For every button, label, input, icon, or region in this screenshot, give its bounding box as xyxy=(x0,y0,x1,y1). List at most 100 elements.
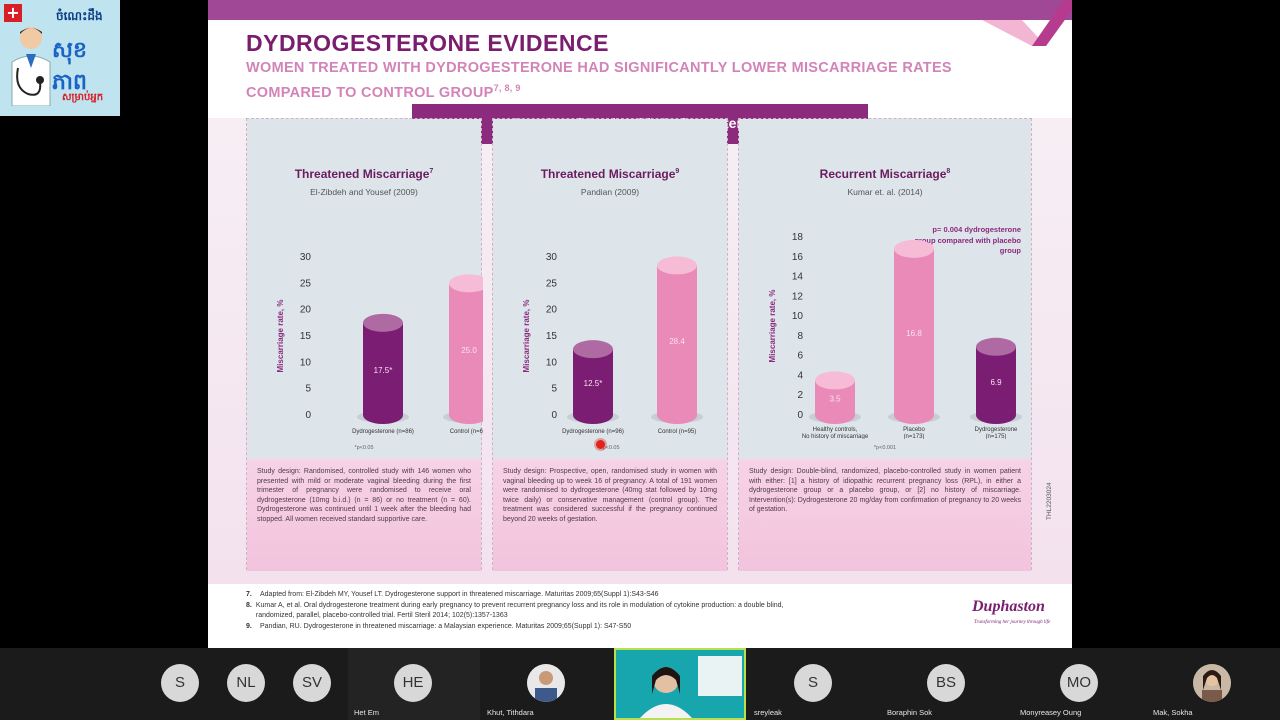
slide-subtitle: WOMEN TREATED WITH DYDROGESTERONE HAD SI… xyxy=(246,60,952,101)
x-category-label: Dydrogesterone (n=86) xyxy=(352,429,414,435)
logo-text-1: ចំណេះដឹង xyxy=(56,9,103,23)
bar-chart: 18 16 14 12 10 8 6 4 2 0 Miscarriage rate, % 3.5 Hea… xyxy=(768,232,1022,439)
study-design-text: Study design: Double-blind, randomized, … xyxy=(739,459,1031,571)
avatar: HE xyxy=(394,664,432,702)
bar xyxy=(449,283,483,424)
bar-value-label: 28.4 xyxy=(669,337,685,346)
brand-tagline: Transforming her journey through life xyxy=(974,620,1051,625)
avatar: NL xyxy=(227,664,265,702)
x-category-label: Control (n=95) xyxy=(658,429,697,435)
y-tick-label: 25 xyxy=(300,278,312,289)
y-tick-label: 2 xyxy=(797,390,803,401)
subtitle-refs: 7, 8, 9 xyxy=(493,83,521,93)
avatar: SV xyxy=(293,664,331,702)
bar-value-label: 12.5* xyxy=(584,379,603,388)
bar xyxy=(976,346,1016,424)
x-category-label: Control (n=60) xyxy=(450,429,483,435)
bar-top xyxy=(363,313,403,332)
bar-chart: 30 25 20 15 10 5 0 Miscarriage rate, % 17.5* Dydr… xyxy=(276,252,483,435)
x-category-label: (n=175) xyxy=(986,434,1007,439)
p-value-footnote: *p<0.05 xyxy=(600,445,620,451)
avatar-photo xyxy=(527,664,565,702)
participant-tile[interactable]: HE Het Em xyxy=(348,648,480,720)
references: 7. Adapted from: El-Zibdeh MY, Yousef LT.… xyxy=(246,590,806,632)
study-column-2: Threatened Miscarriage9 Pandian (2009) 3… xyxy=(492,118,728,571)
x-category-label: Healthy controls, xyxy=(813,427,858,433)
y-tick-label: 15 xyxy=(300,331,312,342)
participant-tile[interactable]: MO Monyreasey Oung xyxy=(1014,648,1146,720)
participant-tile[interactable]: NL xyxy=(214,648,280,720)
y-tick-label: 10 xyxy=(792,311,804,322)
y-tick-label: 15 xyxy=(546,331,558,342)
y-tick-label: 25 xyxy=(546,278,558,289)
y-tick-label: 4 xyxy=(797,370,803,381)
participant-tile[interactable]: BS Boraphin Sok xyxy=(881,648,1013,720)
laser-pointer-icon xyxy=(596,440,605,449)
y-tick-label: 8 xyxy=(797,331,803,342)
y-tick-label: 18 xyxy=(792,232,804,243)
chart-author: Kumar et. al. (2014) xyxy=(847,187,923,197)
y-tick-label: 5 xyxy=(551,384,557,395)
y-axis-label: Miscarriage rate, % xyxy=(276,300,285,373)
participant-tile[interactable]: Mak, Sokha xyxy=(1147,648,1280,720)
chart-title: Recurrent Miscarriage8 xyxy=(819,167,951,181)
logo-text-2: សុខភាព xyxy=(52,38,87,95)
channel-logo: + ចំណេះដឹង សុខភាព សម្រាប់អ្នក xyxy=(0,0,120,116)
corner-decoration xyxy=(952,0,1072,46)
y-tick-label: 20 xyxy=(546,305,558,316)
bar-top xyxy=(449,274,483,293)
avatar: BS xyxy=(927,664,965,702)
logo-text-3: សម្រាប់អ្នក xyxy=(62,92,104,103)
bar-value-label: 3.5 xyxy=(829,395,841,404)
chart-author: Pandian (2009) xyxy=(580,187,640,197)
y-tick-label: 16 xyxy=(792,252,804,263)
avatar: MO xyxy=(1060,664,1098,702)
y-tick-label: 14 xyxy=(792,272,804,283)
doctor-icon xyxy=(11,27,51,106)
participant-name: Mak, Sokha xyxy=(1153,708,1193,717)
avatar-photo xyxy=(1193,664,1231,702)
chart-author: El-Zibdeh and Yousef (2009) xyxy=(310,187,418,197)
x-category-label: Dydrogesterone xyxy=(975,427,1018,433)
y-tick-label: 30 xyxy=(546,252,558,263)
y-axis-label: Miscarriage rate, % xyxy=(768,290,777,363)
study-design-text: Study design: Randomised, controlled stu… xyxy=(247,459,481,571)
avatar: S xyxy=(161,664,199,702)
bar xyxy=(657,265,697,424)
participant-tile[interactable]: S sreyleak xyxy=(748,648,880,720)
bar-value-label: 25.0 xyxy=(461,346,477,355)
p-value-note: p= 0.004 dydrogesterone group compared w… xyxy=(914,225,1021,255)
participant-tile[interactable]: Khut, Tithdara xyxy=(481,648,613,720)
y-tick-label: 10 xyxy=(300,357,312,368)
chart-title: Threatened Miscarriage9 xyxy=(540,167,680,181)
slide-top-bar xyxy=(208,0,1072,20)
participant-name: Khut, Tithdara xyxy=(487,708,534,717)
participant-tile[interactable]: SV xyxy=(280,648,346,720)
presentation-slide: DYDROGESTERONE EVIDENCE WOMEN TREATED WI… xyxy=(208,0,1072,648)
bar-top xyxy=(573,340,613,359)
bar-value-label: 17.5* xyxy=(374,366,393,375)
y-tick-label: 20 xyxy=(300,305,312,316)
study-column-3: Recurrent Miscarriage8 Kumar et. al. (20… xyxy=(738,118,1032,571)
bar xyxy=(363,322,403,424)
y-tick-label: 5 xyxy=(305,384,311,395)
bar-top xyxy=(657,256,697,275)
p-value-footnote: *p<0.001 xyxy=(873,445,897,451)
avatar: S xyxy=(794,664,832,702)
bar-top xyxy=(976,337,1016,356)
bar xyxy=(894,248,934,424)
medical-cross-icon: + xyxy=(4,4,22,22)
reference-item: 9. Pandian, RU. Dydrogesterone in threate… xyxy=(246,622,632,630)
participant-name: Monyreasey Oung xyxy=(1020,708,1082,717)
bar xyxy=(815,380,855,424)
y-tick-label: 10 xyxy=(546,357,558,368)
y-tick-label: 0 xyxy=(797,410,803,421)
x-category-label: No history of miscarriage xyxy=(802,434,869,439)
p-value-footnote: *p<0.05 xyxy=(354,445,374,451)
bar-value-label: 16.8 xyxy=(906,329,922,338)
y-tick-label: 6 xyxy=(797,351,803,362)
active-speaker-video[interactable] xyxy=(614,648,746,720)
bar-chart: 30 25 20 15 10 5 0 Miscarriage rate, % 12.5* Dydr… xyxy=(522,252,703,435)
participant-tile[interactable]: S xyxy=(148,648,214,720)
document-code: THL2203024 xyxy=(1046,482,1053,520)
